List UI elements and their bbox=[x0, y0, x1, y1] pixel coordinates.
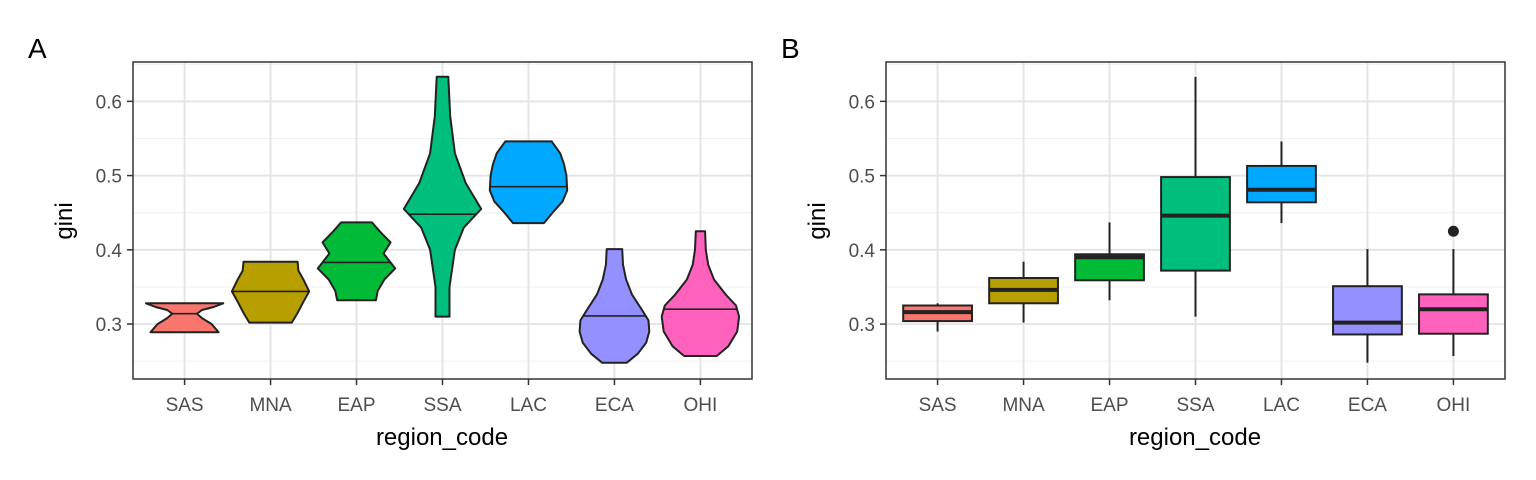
panel-b-x-axis-title: region_code bbox=[1129, 424, 1261, 451]
box-ssa bbox=[1160, 176, 1231, 272]
panel-a-x-tick-label: ECA bbox=[595, 395, 634, 416]
panel-b-plot: 0.3 0.4 0.5 0.6 SAS MNA EAP SSA LAC ECA OHI bbox=[849, 61, 1506, 416]
panel-a-y-tick-label: 0.6 bbox=[96, 92, 122, 113]
panel-a-x-tick-label: SSA bbox=[423, 395, 461, 416]
violin-sas bbox=[144, 302, 225, 334]
panel-b-y-axis-title: gini bbox=[804, 202, 831, 239]
panel-b-x-tick-label: OHI bbox=[1437, 395, 1471, 416]
panel-b-x-tick-label: LAC bbox=[1263, 395, 1300, 416]
panel-b-x-tick-label: SSA bbox=[1176, 395, 1214, 416]
panel-a: 0.3 0.4 0.5 0.6 SAS MNA EAP SSA LAC ECA OHI A regi… bbox=[28, 33, 753, 451]
panel-a-x-tick-label: MNA bbox=[249, 395, 292, 416]
panel-a-y-tick-label: 0.4 bbox=[96, 241, 123, 262]
violin-ohi bbox=[660, 230, 741, 357]
panel-b-y-tick-label: 0.4 bbox=[849, 241, 876, 262]
panel-b-y-tick-label: 0.5 bbox=[849, 167, 875, 188]
panel-a-y-tick-label: 0.5 bbox=[96, 167, 122, 188]
panel-b: 0.3 0.4 0.5 0.6 SAS MNA EAP SSA LAC ECA OHI B regi… bbox=[781, 33, 1506, 451]
panel-b-tag: B bbox=[781, 33, 800, 64]
panel-b-x-tick-label: MNA bbox=[1002, 395, 1045, 416]
panel-a-x-axis-title: region_code bbox=[376, 424, 508, 451]
box-outlier-ohi bbox=[1447, 225, 1459, 237]
violin-ssa bbox=[402, 75, 483, 318]
panel-b-y-tick-label: 0.3 bbox=[849, 315, 875, 336]
panel-b-x-tick-label: SAS bbox=[919, 395, 957, 416]
panel-a-y-tick-label: 0.3 bbox=[96, 315, 122, 336]
box-lac bbox=[1246, 164, 1317, 204]
panel-a-x-tick-label: EAP bbox=[338, 395, 376, 416]
violin-lac bbox=[488, 140, 569, 225]
violin-eap bbox=[316, 221, 397, 302]
box-ohi bbox=[1418, 293, 1489, 335]
panel-a-tag: A bbox=[28, 33, 47, 64]
panel-a-plot: 0.3 0.4 0.5 0.6 SAS MNA EAP SSA LAC ECA OHI bbox=[96, 61, 753, 416]
panel-a-y-axis-title: gini bbox=[51, 202, 78, 239]
panel-b-x-tick-label: EAP bbox=[1091, 395, 1129, 416]
violin-eca bbox=[578, 248, 651, 364]
panel-a-x-tick-label: LAC bbox=[510, 395, 547, 416]
panel-b-x-tick-label: ECA bbox=[1348, 395, 1387, 416]
box-eca bbox=[1332, 285, 1403, 336]
panel-b-y-tick-label: 0.6 bbox=[849, 92, 875, 113]
panel-a-x-tick-label: SAS bbox=[166, 395, 204, 416]
panel-a-x-tick-label: OHI bbox=[684, 395, 718, 416]
